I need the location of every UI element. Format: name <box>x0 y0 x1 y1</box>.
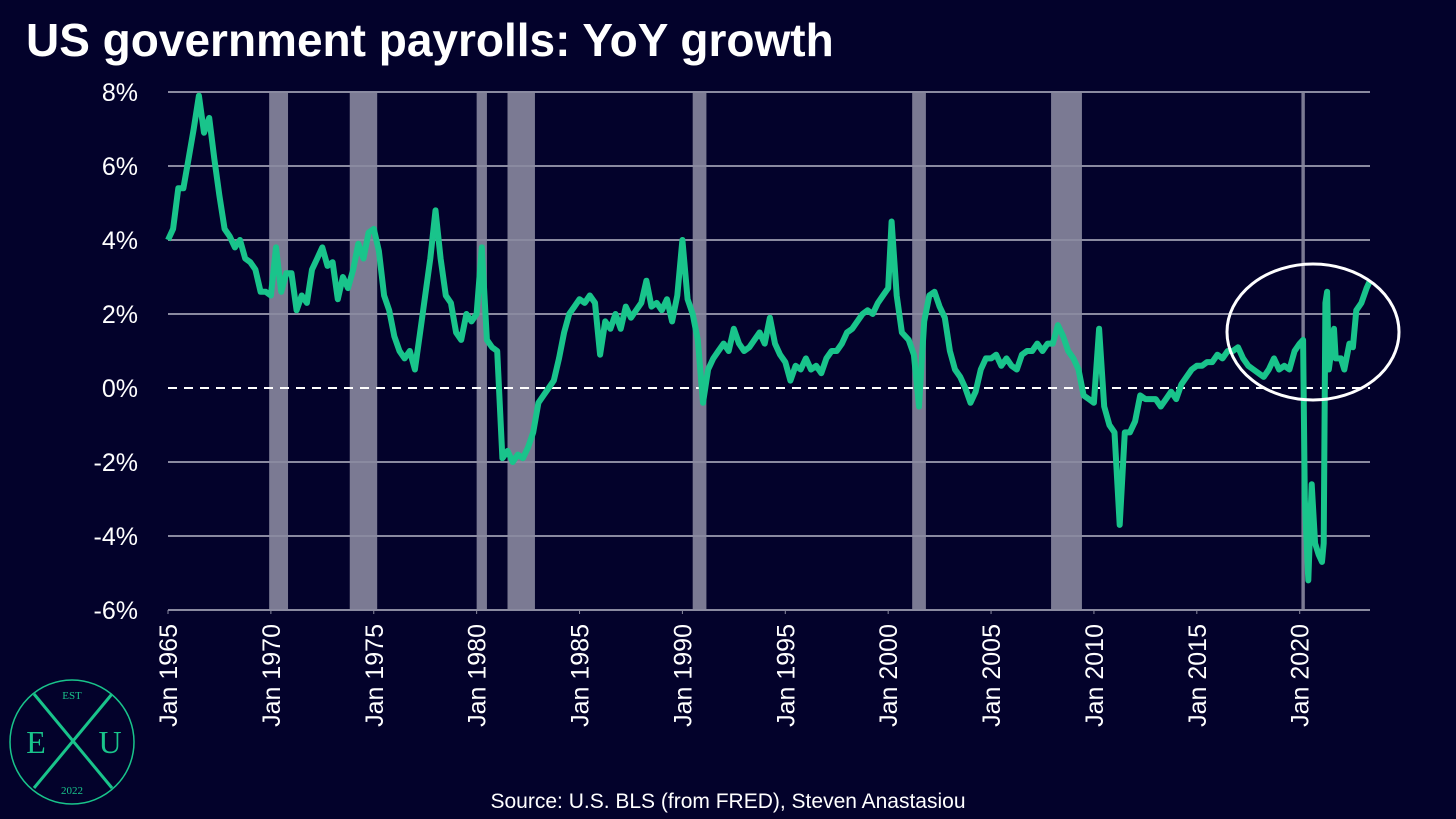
logo: EST E U 2022 <box>9 679 135 805</box>
source: Source: U.S. BLS (from FRED), Steven Ana… <box>490 790 965 813</box>
data-line <box>165 92 1373 584</box>
logo-text: E <box>26 724 46 760</box>
x-tick-label: Jan 1965 <box>155 624 183 727</box>
y-tick-label: 4% <box>102 227 138 255</box>
logo-text: U <box>98 724 121 760</box>
x-tick-label: Jan 2015 <box>1184 624 1212 727</box>
x-tick-label: Jan 1990 <box>669 624 697 727</box>
y-tick-label: 0% <box>102 375 138 403</box>
chart-title: US government payrolls: YoY growth <box>26 14 834 66</box>
x-tick-label: Jan 2020 <box>1287 624 1315 727</box>
highlight-ellipse <box>1225 262 1401 402</box>
x-tick-label: Jan 2005 <box>978 624 1006 727</box>
logo-stroke <box>32 693 114 789</box>
logo-text: EST <box>62 690 82 702</box>
logo-text: 2022 <box>61 785 83 797</box>
x-tick-label: Jan 1970 <box>258 624 286 727</box>
y-tick-label: 8% <box>102 79 138 107</box>
x-tick-label: Jan 1980 <box>464 624 492 727</box>
y-tick-label: -4% <box>94 523 138 551</box>
recession-band <box>476 92 487 610</box>
x-tick-label: Jan 1975 <box>361 624 389 727</box>
recession-band <box>912 92 926 610</box>
x-tick-label: Jan 1995 <box>772 624 800 727</box>
y-tick-label: -6% <box>94 597 138 625</box>
recession-band <box>349 92 378 610</box>
y-tick-label: -2% <box>94 449 138 477</box>
y-tick-label: 6% <box>102 153 138 181</box>
x-tick-label: Jan 2000 <box>875 624 903 727</box>
recession-band <box>269 92 289 610</box>
y-tick-label: 2% <box>102 301 138 329</box>
x-tick-label: Jan 1985 <box>567 624 595 727</box>
logo-ring <box>9 679 135 805</box>
recession-band <box>507 92 535 610</box>
x-tick-label: Jan 2010 <box>1081 624 1109 727</box>
